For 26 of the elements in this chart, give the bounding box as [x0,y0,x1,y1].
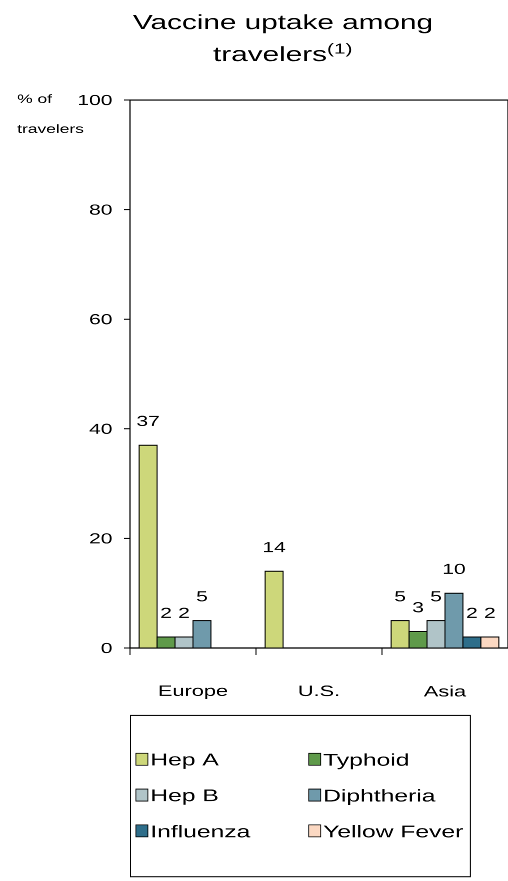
data-label: 5 [395,591,406,602]
data-label: 2 [467,608,477,618]
legend-label: Typhoid [324,753,408,770]
chart-title: Vaccine uptake among travelers$^{(1)}$ [133,14,432,62]
legend-label: Yellow Fever [324,824,463,838]
x-tick-label: Asia [424,686,466,697]
data-label: 2 [179,608,189,618]
legend-label: Hep B [152,789,218,805]
y-tick-label: 80 [90,204,112,215]
x-tick-label: U.S. [300,686,338,696]
data-label: 2 [485,608,495,618]
data-label: 10 [444,564,465,574]
data-label: 3 [413,602,423,612]
data-label: 2 [161,608,171,618]
data-label: 5 [431,591,441,602]
legend-label: Diphtheria [325,789,436,806]
y-tick-label: 60 [90,314,112,324]
data-label: 37 [137,416,159,426]
data-label: 5 [196,591,207,602]
data-label: 14 [264,542,286,552]
legend-label: Influenza [152,824,250,838]
y-tick-label: 20 [90,533,112,544]
legend-label: Hep A [152,754,219,769]
y-tick-label: 0 [102,642,112,654]
x-tick-label: Europe [160,686,228,699]
y-tick-label: 40 [90,424,112,434]
